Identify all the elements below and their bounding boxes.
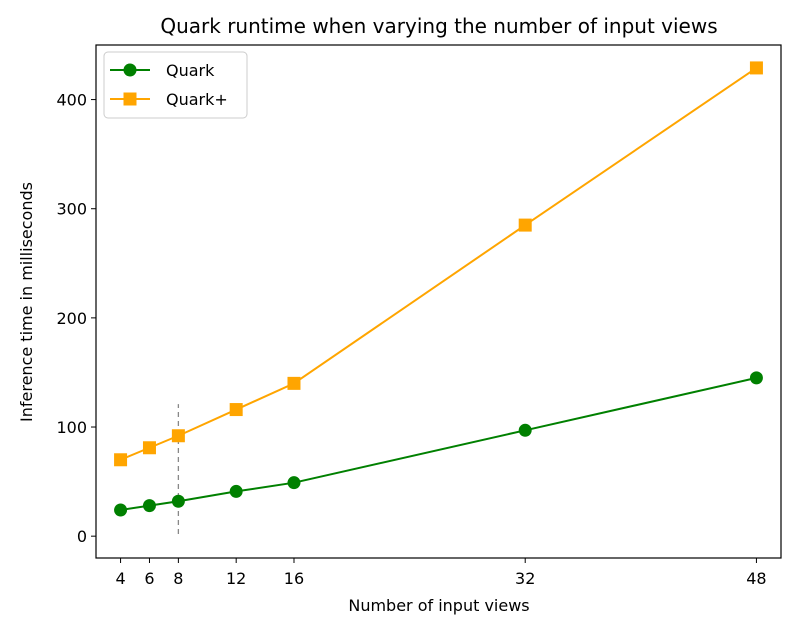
axes-ticks: 4 6 8 12 16 32 48 0 100 200 300 400 (56, 91, 766, 588)
x-tick-label-6: 48 (746, 569, 766, 588)
series-1-point-0 (114, 453, 128, 467)
y-axis-label: Inference time in milliseconds (17, 182, 36, 422)
y-tick-label-3: 300 (56, 200, 87, 219)
plot-frame (95, 44, 782, 559)
x-tick-label-1: 6 (144, 569, 154, 588)
legend: Quark Quark+ (103, 51, 248, 119)
series-0-point-6 (749, 371, 763, 385)
x-tick-label-5: 32 (515, 569, 535, 588)
y-tick-label-1: 100 (56, 418, 87, 437)
series-line-0 (120, 376, 757, 511)
series-0-point-4 (287, 476, 301, 490)
series-1-point-3 (229, 403, 243, 417)
series-1-point-2 (171, 429, 185, 443)
legend-box (103, 51, 248, 119)
x-tick-label-4: 16 (284, 569, 304, 588)
series-0-point-2 (171, 494, 185, 508)
x-tick-label-2: 8 (173, 569, 183, 588)
series-1-point-6 (749, 61, 763, 75)
series-0-point-5 (518, 423, 532, 437)
y-tick-label-4: 400 (56, 91, 87, 110)
series-1-point-5 (518, 218, 532, 232)
series-1-point-1 (142, 441, 156, 455)
y-tick-label-2: 200 (56, 309, 87, 328)
series-1-point-4 (287, 376, 301, 390)
legend-marker-1 (123, 92, 137, 106)
series-0-point-0 (114, 503, 128, 517)
x-tick-label-0: 4 (115, 569, 125, 588)
chart-title: Quark runtime when varying the number of… (160, 14, 717, 38)
legend-marker-0 (123, 63, 137, 77)
legend-label-0: Quark (166, 61, 215, 80)
y-tick-label-0: 0 (77, 527, 87, 546)
series-line-1 (120, 67, 757, 461)
x-tick-label-3: 12 (226, 569, 246, 588)
series-0-point-3 (229, 484, 243, 498)
legend-label-1: Quark+ (166, 90, 228, 109)
plot-content (114, 61, 763, 534)
series-0-point-1 (142, 499, 156, 513)
x-axis-label: Number of input views (348, 596, 529, 615)
